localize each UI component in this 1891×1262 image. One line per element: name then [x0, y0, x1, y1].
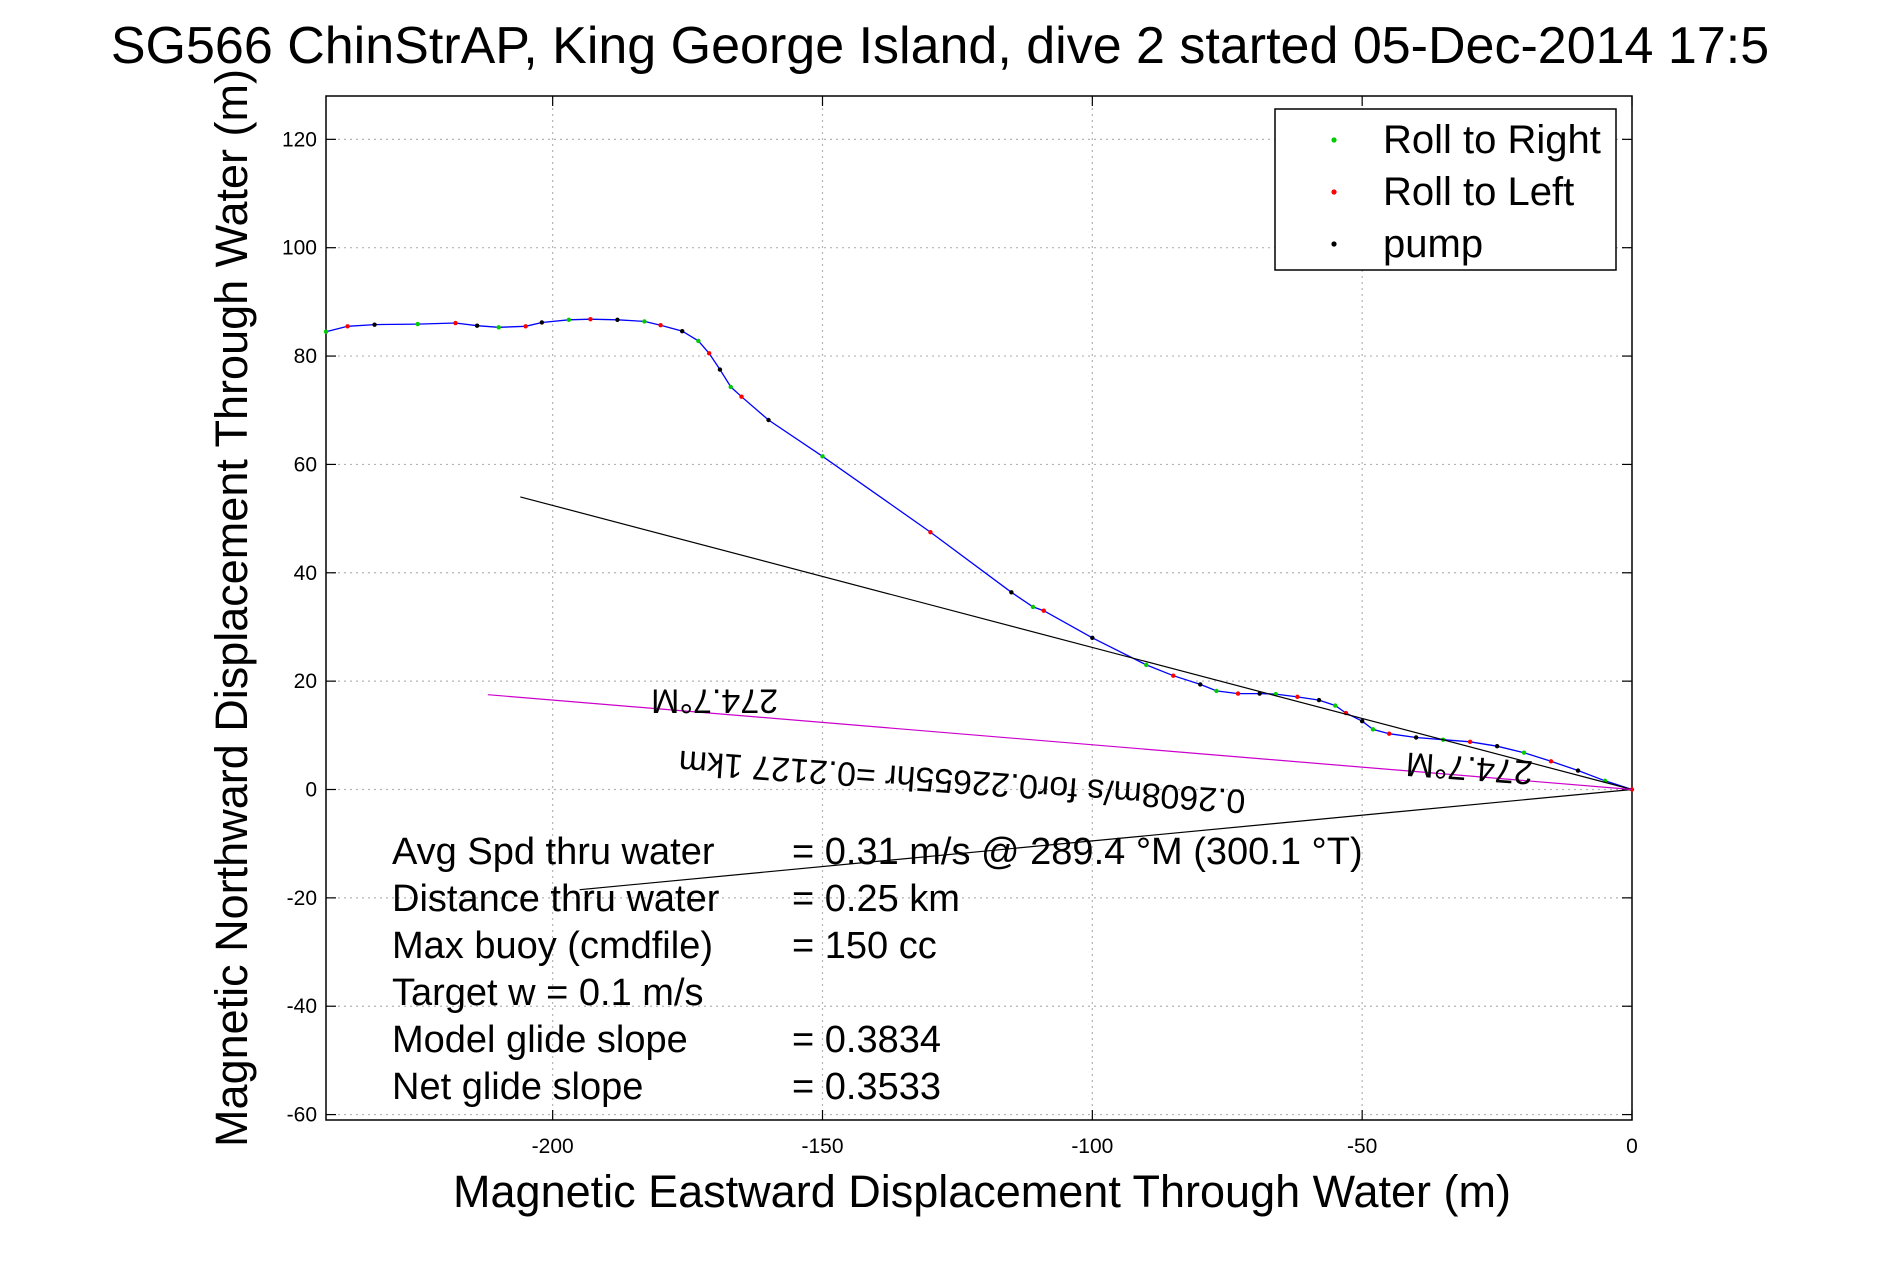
track-line	[325, 318, 1633, 791]
track-point	[1171, 673, 1176, 678]
x-axis-label: Magnetic Eastward Displacement Through W…	[453, 1166, 1511, 1217]
grid-lines	[326, 96, 1632, 1120]
track-point	[1235, 691, 1241, 696]
y-tick-label: 40	[294, 562, 317, 585]
track-point	[1494, 743, 1500, 749]
track-point	[588, 317, 593, 322]
chart-legend: Roll to Right Roll to Left pump	[1274, 108, 1617, 271]
stat-value: = 0.31 m/s @ 289.4 °M (300.1 °T)	[792, 831, 1363, 873]
track-point	[658, 322, 663, 328]
track-point	[1090, 635, 1095, 640]
track-point	[679, 328, 685, 334]
track-point	[696, 338, 701, 344]
stat-value: = 150 cc	[792, 925, 937, 967]
x-tick-label: -150	[801, 1135, 843, 1158]
heading-annotation: 0.2608m/s for0.22655hr =0.2127 1km	[677, 743, 1246, 821]
stat-value: = 0.25 km	[792, 878, 960, 920]
data-series	[323, 317, 1635, 891]
x-tick-label: 0	[1626, 1135, 1638, 1158]
track-point	[1548, 759, 1554, 764]
track-point	[523, 324, 528, 329]
track-point	[1413, 735, 1419, 740]
y-tick-label: 100	[282, 237, 317, 260]
track-point	[1144, 662, 1149, 668]
stat-label: Avg Spd thru water	[392, 831, 715, 873]
reference-line-line	[579, 788, 1633, 891]
stat-label: Target w = 0.1 m/s	[392, 972, 704, 1014]
y-tick-label: 120	[282, 128, 317, 151]
stat-label: Model glide slope	[392, 1019, 688, 1061]
track-point	[474, 323, 480, 328]
track-point	[1467, 739, 1473, 745]
track-point	[642, 319, 647, 324]
track-point	[1332, 703, 1338, 708]
track-point	[728, 384, 733, 390]
legend-marker	[1331, 137, 1337, 143]
track-point	[928, 529, 933, 535]
track-point	[615, 317, 620, 322]
track-point	[1198, 682, 1203, 687]
track-point	[820, 454, 825, 459]
stat-label: Max buoy (cmdfile)	[392, 925, 713, 967]
track-point	[1359, 719, 1365, 724]
track-point	[323, 329, 329, 334]
x-tick-label: -200	[532, 1135, 574, 1158]
y-tick-label: 0	[305, 779, 317, 802]
track-point	[1257, 691, 1262, 696]
track-point	[706, 351, 712, 356]
stat-value: = 0.3533	[792, 1066, 941, 1108]
reference-line-line	[520, 496, 1633, 791]
track-point	[566, 317, 572, 322]
track-point	[766, 417, 771, 423]
stat-label: Distance thru water	[392, 878, 720, 920]
track-point	[1521, 750, 1527, 755]
track-point	[1370, 727, 1376, 732]
heading-annotation: 274.7°M	[651, 681, 778, 719]
track-point	[717, 367, 723, 372]
track-point	[1316, 697, 1322, 703]
legend-label: Roll to Right	[1383, 118, 1601, 162]
y-tick-label: -40	[287, 995, 317, 1018]
track-point	[739, 394, 744, 399]
y-tick-label: 80	[294, 345, 317, 368]
stat-value: = 0.3834	[792, 1019, 941, 1061]
y-axis-label: Magnetic Northward Displacement Through …	[206, 69, 257, 1147]
track-point	[1575, 768, 1581, 773]
plot-area	[325, 95, 1633, 1121]
track-point	[1295, 694, 1300, 700]
track-point	[1041, 608, 1046, 613]
track-point	[496, 325, 501, 330]
x-tick-label: -50	[1347, 1135, 1377, 1158]
x-tick-label: -100	[1071, 1135, 1113, 1158]
track-point	[1030, 604, 1036, 610]
y-tick-label: 20	[294, 670, 317, 693]
track-point	[539, 320, 545, 325]
track-point	[345, 324, 350, 329]
heading-annotation: 274.7°M	[1405, 745, 1534, 792]
track-point	[1386, 731, 1392, 736]
legend-marker	[1331, 189, 1337, 195]
chart-title: SG566 ChinStrAP, King George Island, div…	[111, 17, 1769, 75]
track-point	[1214, 688, 1219, 694]
stat-label: Net glide slope	[392, 1066, 643, 1108]
track-point	[1009, 590, 1014, 595]
y-tick-label: -20	[287, 887, 317, 910]
legend-label: pump	[1383, 222, 1483, 266]
y-tick-label: -60	[287, 1104, 317, 1127]
track-point	[372, 322, 377, 327]
track-point	[415, 321, 420, 327]
legend-marker	[1331, 241, 1337, 247]
legend-label: Roll to Left	[1383, 170, 1574, 214]
stats-panel: Avg Spd thru water = 0.31 m/s @ 289.4 °M …	[392, 831, 1363, 1108]
track-point	[453, 320, 458, 326]
y-tick-label: 60	[294, 453, 317, 476]
current-vector-line	[487, 694, 1633, 791]
